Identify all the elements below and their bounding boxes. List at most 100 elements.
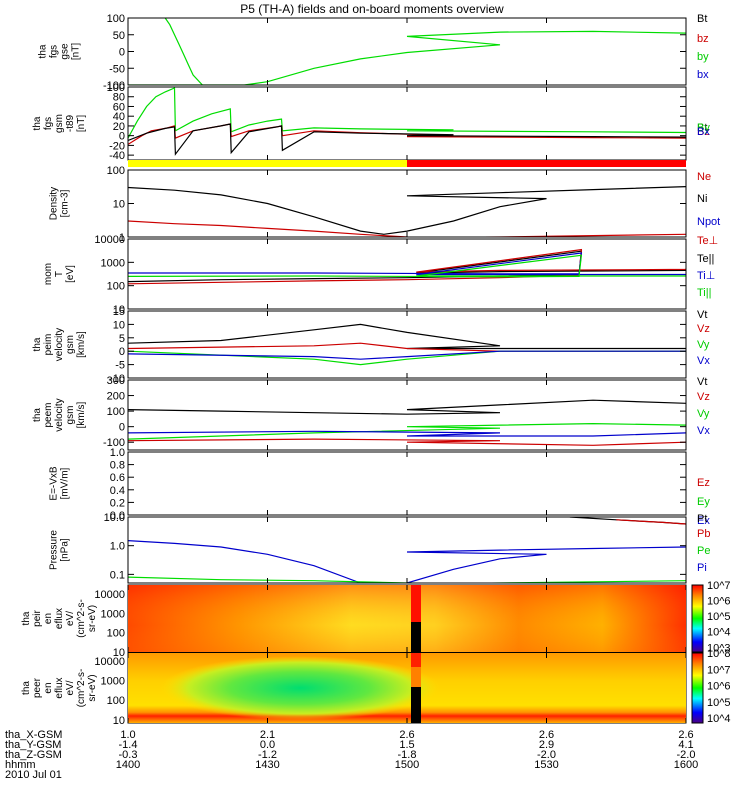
- series-line-density-0: [128, 181, 686, 235]
- y-tick-label: 100: [107, 695, 125, 707]
- panel-pressure: 10.0 1.0 0.1 Pressure [nPa] Pt Pb Pe Pi: [49, 512, 710, 584]
- y-tick-label: 100: [107, 165, 125, 177]
- y-axis-label: fgs: [43, 117, 54, 130]
- y-tick-label: -20: [109, 140, 125, 152]
- y-axis-label: tha: [21, 681, 32, 695]
- y-axis-label: tha: [21, 611, 32, 625]
- panel-fgs_gse: 100 50 0 -50 -100 tha fgs gse [nT] Bt bz by bx: [38, 13, 710, 92]
- series-line-density-1: [128, 220, 686, 237]
- x-axis-annotations: tha_X-GSM 1.0 2.1 2.6 2.6 2.6 tha_Y-GSM -1.4 0.0…: [5, 18, 698, 781]
- spec-peer-gap-red: [411, 653, 421, 667]
- x-axis-value: -1.8: [398, 749, 417, 761]
- y-axis-label: -t89: [65, 114, 76, 132]
- y-axis-label: tha: [32, 337, 43, 351]
- panel-temperature: 10000 1000 100 10 mom T [eV] Te⊥ Te|| Ti⊥ Ti||: [43, 234, 718, 316]
- legend-entry: bx: [697, 69, 709, 81]
- colorbar-tick-label: 10^4: [707, 713, 731, 725]
- x-axis-value: -1.2: [258, 749, 277, 761]
- x-axis-row-label: tha_X-GSM: [5, 729, 62, 741]
- legend-entry: Vy: [697, 408, 710, 420]
- y-tick-label: 100: [107, 82, 125, 94]
- y-tick-label: 10: [113, 715, 125, 727]
- y-tick-label: 1000: [101, 676, 125, 688]
- colorbar-tick-label: 10^6: [707, 681, 731, 693]
- y-tick-label: 0.8: [110, 460, 125, 472]
- legend-entry: Vt: [697, 376, 707, 388]
- legend-entry: Vx: [697, 425, 710, 437]
- spec-peer-green-blob: [160, 656, 440, 720]
- y-axis-label: [nT]: [76, 115, 87, 132]
- y-tick-label: 200: [107, 391, 125, 403]
- y-tick-label: -5: [115, 360, 125, 372]
- y-tick-label: -50: [109, 63, 125, 75]
- x-axis-date: 2010 Jul 01: [5, 769, 62, 781]
- x-axis-value: 0.0: [260, 739, 275, 751]
- legend-entry: Vx: [697, 355, 710, 367]
- y-axis-label: [nT]: [71, 43, 82, 60]
- panel-frame: [127, 169, 687, 238]
- y-axis-label: tha: [32, 408, 43, 422]
- series-line-peim_velocity_gsm-3: [128, 350, 686, 360]
- spec-peir-gap-red: [411, 585, 421, 622]
- y-tick-label: 100: [107, 406, 125, 418]
- y-tick-label: 60: [113, 101, 125, 113]
- y-axis-label: Density: [49, 187, 60, 220]
- y-tick-label: 0.4: [110, 485, 125, 497]
- legend-entry: Te||: [697, 253, 714, 265]
- y-tick-label: 10: [113, 647, 125, 659]
- colorbar-tick-label: 10^5: [707, 697, 731, 709]
- x-axis-row-label: tha_Y-GSM: [5, 739, 61, 751]
- y-axis-label: sr-eV): [87, 605, 98, 632]
- y-tick-label: -100: [103, 80, 125, 92]
- x-axis-value: 1530: [534, 759, 558, 771]
- y-axis-label: tha: [32, 116, 43, 130]
- y-tick-label: 100: [107, 13, 125, 25]
- y-axis-label: eV/: [65, 611, 76, 626]
- colorbar-tick-label: 10^7: [707, 580, 731, 592]
- legend-entry: Ez: [697, 477, 710, 489]
- y-tick-label: 10.0: [104, 512, 125, 524]
- y-axis-label: eV/: [65, 680, 76, 695]
- x-axis-value: 1.0: [120, 729, 135, 741]
- y-tick-label: 10: [113, 304, 125, 316]
- y-tick-label: 10000: [94, 656, 125, 668]
- x-axis-value: -2.0: [537, 749, 556, 761]
- series-line-peem_velocity_gsm-2: [128, 422, 686, 440]
- y-tick-label: 10000: [94, 234, 125, 246]
- series-line-density-2: [685, 191, 686, 192]
- colorbar-tick-label: 10^7: [707, 664, 731, 676]
- y-tick-label: 100: [107, 628, 125, 640]
- legend-entry: Vy: [697, 339, 710, 351]
- legend-entry: Ey: [697, 496, 710, 508]
- series-line-fgs_gsm_t89-2: [128, 123, 686, 156]
- series-line-temperature-0: [128, 250, 686, 283]
- y-axis-label: tha: [38, 44, 49, 58]
- series-line-fgs_gse-0: [128, 30, 686, 85]
- legend-entry: Npot: [697, 216, 720, 228]
- y-tick-label: 1.0: [110, 541, 125, 553]
- series-line-pressure-0: [569, 517, 686, 537]
- x-axis-value: 1500: [395, 759, 419, 771]
- y-tick-label: 40: [113, 111, 125, 123]
- x-axis-value: 2.9: [539, 739, 554, 751]
- y-axis-label: (cm^2-s-: [76, 669, 87, 708]
- legend-entry: Pt: [697, 513, 707, 525]
- colorbar-peer: [691, 652, 704, 724]
- y-axis-label: peer: [32, 677, 43, 698]
- legend-entry: Te⊥: [697, 235, 718, 247]
- panel-density: 100 10 1 Density [cm-3] Ne Ni Npot: [49, 165, 721, 244]
- y-axis-label: [cm-3]: [60, 189, 71, 217]
- legend-entry: Bt: [697, 122, 707, 134]
- y-axis-label: [mV/m]: [60, 467, 71, 499]
- y-tick-label: 10: [113, 199, 125, 211]
- x-axis-value: 1.5: [399, 739, 414, 751]
- series-line-peim_velocity_gsm-0: [128, 323, 686, 350]
- spec-peer-gap-orange: [411, 667, 421, 687]
- legend-entry: Ne: [697, 171, 711, 183]
- spec-peir-gap-black: [411, 622, 421, 652]
- y-tick-label: 80: [113, 92, 125, 104]
- x-axis-value: -2.0: [677, 749, 696, 761]
- y-axis-label: peim: [43, 334, 54, 356]
